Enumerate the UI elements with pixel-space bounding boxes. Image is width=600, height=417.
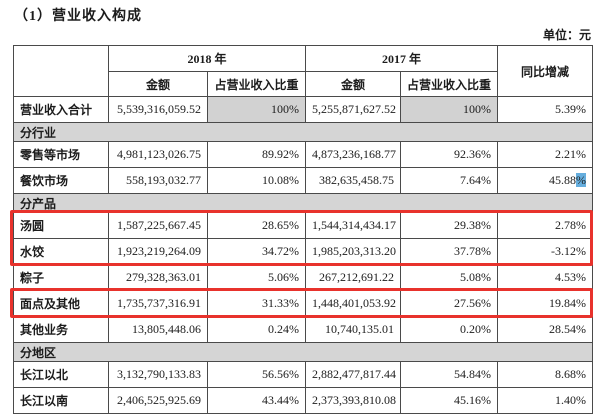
yoy-value: 45.88	[549, 173, 577, 187]
amount-2018: 1,923,219,264.09	[108, 238, 208, 265]
yoy-change: 1.40%	[497, 387, 594, 414]
table-row-catering-market: 餐饮市场 558,193,032.77 10.08% 382,635,458.7…	[13, 167, 594, 194]
header-yoy: 同比增减	[497, 45, 594, 97]
table-row-south-yangtze: 长江以南 2,406,525,925.69 43.44% 2,373,393,8…	[13, 387, 594, 414]
page-title: （1）营业收入构成	[14, 9, 142, 24]
row-label: 餐饮市场	[13, 167, 109, 194]
ratio-2017: 27.56%	[400, 290, 499, 317]
amount-2017: 2,882,477,817.44	[305, 361, 402, 388]
revenue-composition-table: 2018 年 2017 年 同比增减 金额 占营业收入比重 金额 占营业收入比重…	[12, 45, 594, 414]
table-row-shuijiao: 水饺 1,923,219,264.09 34.72% 1,985,203,313…	[13, 238, 594, 265]
row-label: 面点及其他	[13, 290, 109, 317]
table-row-tangyuan: 汤圆 1,587,225,667.45 28.65% 1,544,314,434…	[13, 212, 594, 239]
ratio-2017: 100%	[400, 96, 499, 123]
amount-2017: 267,212,691.22	[305, 264, 402, 291]
amount-2017: 2,373,393,810.08	[305, 387, 402, 414]
yoy-change: -3.12%	[497, 238, 594, 265]
amount-2018: 558,193,032.77	[108, 167, 208, 194]
amount-2018: 1,587,225,667.45	[108, 212, 208, 239]
yoy-change: 28.54%	[497, 316, 594, 343]
amount-2018: 4,981,123,026.75	[108, 141, 208, 168]
amount-2018: 2,406,525,925.69	[108, 387, 208, 414]
section-label: 分产品	[12, 193, 594, 213]
amount-2018: 5,539,316,059.52	[108, 96, 208, 123]
header-2018: 2018 年	[107, 45, 307, 72]
yoy-change: 4.53%	[497, 264, 594, 291]
amount-2017: 1,448,401,053.92	[305, 290, 402, 317]
table-row-pastry-other: 面点及其他 1,735,737,316.91 31.33% 1,448,401,…	[13, 290, 594, 317]
header-row-metrics: 金额 占营业收入比重 金额 占营业收入比重	[14, 71, 593, 97]
row-label: 水饺	[13, 238, 109, 265]
amount-2017: 1,544,314,434.17	[305, 212, 402, 239]
yoy-change: 2.21%	[497, 141, 594, 168]
row-label: 长江以南	[13, 387, 109, 414]
ratio-2018: 10.08%	[206, 167, 307, 194]
section-row-by-industry: 分行业	[12, 122, 594, 142]
header-row-years: 2018 年 2017 年 同比增减	[13, 45, 594, 97]
ratio-2018: 56.56%	[206, 361, 307, 388]
section-row-by-product: 分产品	[12, 193, 594, 213]
amount-2017: 1,985,203,313.20	[305, 238, 402, 265]
amount-2018: 13,805,448.06	[108, 316, 208, 343]
yoy-change: 19.84%	[497, 290, 594, 317]
ratio-2017: 92.36%	[400, 141, 499, 168]
amount-2018: 3,132,790,133.83	[108, 361, 208, 388]
table-row-total-revenue: 营业收入合计 5,539,316,059.52 100% 5,255,871,6…	[13, 96, 594, 123]
row-label: 营业收入合计	[13, 96, 109, 123]
ratio-2018: 100%	[206, 96, 307, 123]
selection-highlight: %	[576, 173, 587, 187]
ratio-2018: 34.72%	[206, 238, 307, 265]
ratio-2017: 37.78%	[400, 238, 499, 265]
yoy-change: 45.88%	[497, 167, 594, 194]
yoy-change: 2.78%	[497, 212, 594, 239]
amount-2018: 1,735,737,316.91	[108, 290, 208, 317]
ratio-2017: 45.16%	[400, 387, 499, 414]
amount-2017: 382,635,458.75	[305, 167, 402, 194]
header-corner	[13, 45, 109, 97]
row-label: 零售等市场	[13, 141, 109, 168]
ratio-2018: 5.06%	[206, 264, 307, 291]
row-label: 长江以北	[13, 361, 109, 388]
amount-2017: 10,740,135.01	[305, 316, 402, 343]
section-row-by-region: 分地区	[12, 342, 594, 362]
ratio-2018: 0.24%	[206, 316, 307, 343]
header-2017: 2017 年	[305, 45, 499, 72]
table-row-other-business: 其他业务 13,805,448.06 0.24% 10,740,135.01 0…	[13, 316, 594, 343]
ratio-2018: 43.44%	[206, 387, 307, 414]
row-label: 粽子	[13, 264, 109, 291]
table-row-north-yangtze: 长江以北 3,132,790,133.83 56.56% 2,882,477,8…	[13, 361, 594, 388]
row-label: 汤圆	[13, 212, 109, 239]
ratio-2017: 7.64%	[400, 167, 499, 194]
yoy-change: 5.39%	[497, 96, 594, 123]
ratio-2017: 5.08%	[400, 264, 499, 291]
ratio-2018: 89.92%	[206, 141, 307, 168]
ratio-2018: 28.65%	[206, 212, 307, 239]
table-row-zongzi: 粽子 279,328,363.01 5.06% 267,212,691.22 5…	[13, 264, 594, 291]
header-ratio-2017: 占营业收入比重	[400, 71, 499, 97]
header-amount-2018: 金额	[108, 71, 208, 97]
ratio-2017: 0.20%	[400, 316, 499, 343]
amount-2017: 4,873,236,168.77	[305, 141, 402, 168]
header-ratio-2018: 占营业收入比重	[206, 71, 307, 97]
unit-label: 单位：元	[542, 28, 591, 42]
row-label: 其他业务	[13, 316, 109, 343]
amount-2017: 5,255,871,627.52	[305, 96, 402, 123]
ratio-2018: 31.33%	[206, 290, 307, 317]
section-label: 分行业	[12, 122, 594, 142]
table-row-retail-market: 零售等市场 4,981,123,026.75 89.92% 4,873,236,…	[13, 141, 594, 168]
section-label: 分地区	[12, 342, 594, 362]
ratio-2017: 29.38%	[400, 212, 499, 239]
yoy-change: 8.68%	[497, 361, 594, 388]
ratio-2017: 54.84%	[400, 361, 499, 388]
header-amount-2017: 金额	[305, 71, 402, 97]
amount-2018: 279,328,363.01	[108, 264, 208, 291]
